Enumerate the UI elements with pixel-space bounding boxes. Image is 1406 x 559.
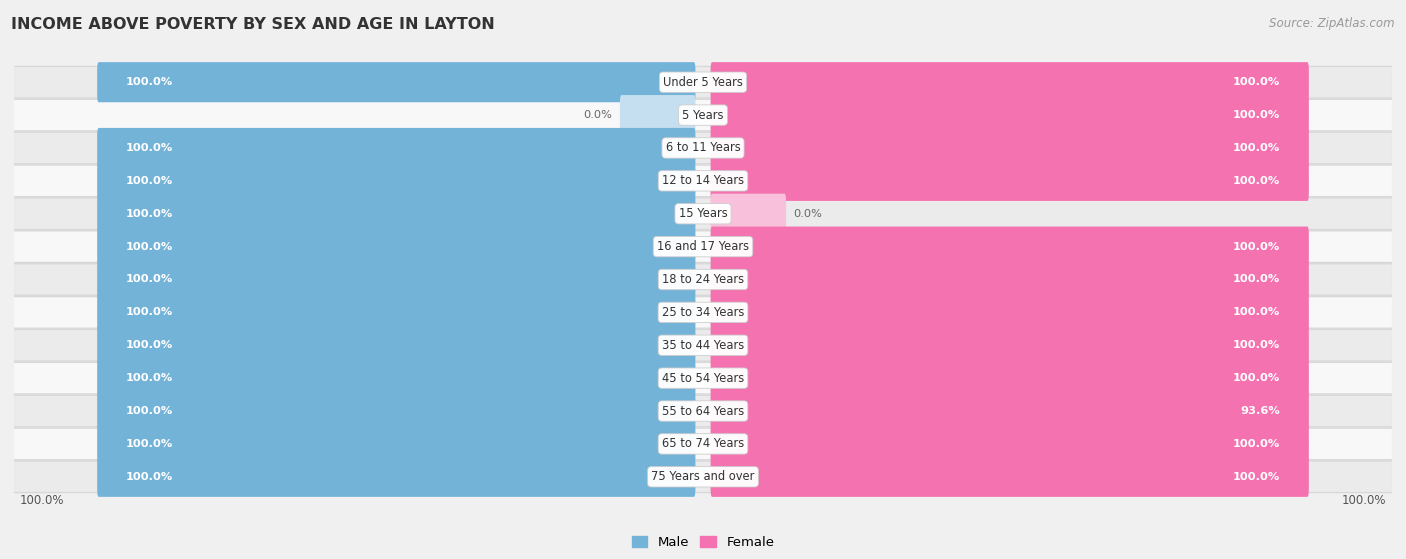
FancyBboxPatch shape <box>710 457 1309 497</box>
FancyBboxPatch shape <box>710 259 1309 300</box>
Text: 100.0%: 100.0% <box>127 472 173 482</box>
Text: 100.0%: 100.0% <box>1233 340 1279 350</box>
Text: 100.0%: 100.0% <box>1233 176 1279 186</box>
Text: 100.0%: 100.0% <box>1233 274 1279 285</box>
Text: 93.6%: 93.6% <box>1240 406 1279 416</box>
Text: 100.0%: 100.0% <box>1233 439 1279 449</box>
FancyBboxPatch shape <box>14 66 1392 98</box>
FancyBboxPatch shape <box>14 67 1392 97</box>
Text: 100.0%: 100.0% <box>127 307 173 318</box>
Text: 100.0%: 100.0% <box>1233 110 1279 120</box>
Text: 100.0%: 100.0% <box>127 274 173 285</box>
FancyBboxPatch shape <box>14 462 1392 492</box>
FancyBboxPatch shape <box>14 264 1392 295</box>
Text: 0.0%: 0.0% <box>793 209 823 219</box>
FancyBboxPatch shape <box>14 231 1392 262</box>
FancyBboxPatch shape <box>14 133 1392 163</box>
Text: 15 Years: 15 Years <box>679 207 727 220</box>
FancyBboxPatch shape <box>97 457 696 497</box>
FancyBboxPatch shape <box>97 161 696 201</box>
Text: Source: ZipAtlas.com: Source: ZipAtlas.com <box>1270 17 1395 30</box>
Text: 100.0%: 100.0% <box>1233 143 1279 153</box>
FancyBboxPatch shape <box>14 296 1392 329</box>
FancyBboxPatch shape <box>710 358 1309 398</box>
Text: 100.0%: 100.0% <box>127 77 173 87</box>
Text: 35 to 44 Years: 35 to 44 Years <box>662 339 744 352</box>
FancyBboxPatch shape <box>97 358 696 398</box>
Text: 100.0%: 100.0% <box>1233 472 1279 482</box>
FancyBboxPatch shape <box>97 391 696 431</box>
FancyBboxPatch shape <box>14 165 1392 196</box>
Text: 55 to 64 Years: 55 to 64 Years <box>662 405 744 418</box>
Text: 5 Years: 5 Years <box>682 108 724 122</box>
Text: 25 to 34 Years: 25 to 34 Years <box>662 306 744 319</box>
FancyBboxPatch shape <box>710 325 1309 366</box>
FancyBboxPatch shape <box>97 292 696 333</box>
FancyBboxPatch shape <box>710 62 1309 102</box>
FancyBboxPatch shape <box>710 95 1309 135</box>
FancyBboxPatch shape <box>14 197 1392 230</box>
Text: 100.0%: 100.0% <box>127 176 173 186</box>
FancyBboxPatch shape <box>14 100 1392 130</box>
Text: 100.0%: 100.0% <box>127 241 173 252</box>
FancyBboxPatch shape <box>14 428 1392 461</box>
Text: 100.0%: 100.0% <box>127 340 173 350</box>
FancyBboxPatch shape <box>97 193 696 234</box>
Text: 6 to 11 Years: 6 to 11 Years <box>665 141 741 154</box>
FancyBboxPatch shape <box>97 62 696 102</box>
FancyBboxPatch shape <box>97 259 696 300</box>
FancyBboxPatch shape <box>14 263 1392 296</box>
FancyBboxPatch shape <box>710 161 1309 201</box>
FancyBboxPatch shape <box>14 98 1392 131</box>
FancyBboxPatch shape <box>97 424 696 464</box>
Text: 100.0%: 100.0% <box>127 406 173 416</box>
FancyBboxPatch shape <box>14 362 1392 395</box>
Text: 100.0%: 100.0% <box>1233 77 1279 87</box>
FancyBboxPatch shape <box>14 330 1392 361</box>
FancyBboxPatch shape <box>14 198 1392 229</box>
Text: 100.0%: 100.0% <box>1233 373 1279 383</box>
Legend: Male, Female: Male, Female <box>626 531 780 555</box>
FancyBboxPatch shape <box>97 226 696 267</box>
FancyBboxPatch shape <box>14 363 1392 394</box>
Text: 100.0%: 100.0% <box>1233 241 1279 252</box>
Text: 100.0%: 100.0% <box>127 373 173 383</box>
FancyBboxPatch shape <box>14 230 1392 263</box>
FancyBboxPatch shape <box>710 424 1309 464</box>
FancyBboxPatch shape <box>710 128 1309 168</box>
Text: 45 to 54 Years: 45 to 54 Years <box>662 372 744 385</box>
FancyBboxPatch shape <box>14 461 1392 493</box>
Text: 100.0%: 100.0% <box>127 439 173 449</box>
FancyBboxPatch shape <box>97 128 696 168</box>
FancyBboxPatch shape <box>14 164 1392 197</box>
Text: 100.0%: 100.0% <box>127 209 173 219</box>
FancyBboxPatch shape <box>97 325 696 366</box>
FancyBboxPatch shape <box>710 391 1309 431</box>
Text: 100.0%: 100.0% <box>1341 494 1386 507</box>
FancyBboxPatch shape <box>14 329 1392 362</box>
Text: 18 to 24 Years: 18 to 24 Years <box>662 273 744 286</box>
FancyBboxPatch shape <box>620 95 696 135</box>
Text: 75 Years and over: 75 Years and over <box>651 470 755 484</box>
FancyBboxPatch shape <box>710 292 1309 333</box>
Text: 100.0%: 100.0% <box>1233 307 1279 318</box>
FancyBboxPatch shape <box>710 226 1309 267</box>
Text: 16 and 17 Years: 16 and 17 Years <box>657 240 749 253</box>
FancyBboxPatch shape <box>14 297 1392 328</box>
FancyBboxPatch shape <box>14 396 1392 426</box>
Text: Under 5 Years: Under 5 Years <box>664 75 742 89</box>
FancyBboxPatch shape <box>710 193 786 234</box>
Text: 100.0%: 100.0% <box>127 143 173 153</box>
Text: 65 to 74 Years: 65 to 74 Years <box>662 437 744 451</box>
FancyBboxPatch shape <box>14 131 1392 164</box>
Text: 0.0%: 0.0% <box>583 110 613 120</box>
FancyBboxPatch shape <box>14 429 1392 459</box>
Text: INCOME ABOVE POVERTY BY SEX AND AGE IN LAYTON: INCOME ABOVE POVERTY BY SEX AND AGE IN L… <box>11 17 495 32</box>
FancyBboxPatch shape <box>14 395 1392 428</box>
Text: 12 to 14 Years: 12 to 14 Years <box>662 174 744 187</box>
Text: 100.0%: 100.0% <box>20 494 65 507</box>
